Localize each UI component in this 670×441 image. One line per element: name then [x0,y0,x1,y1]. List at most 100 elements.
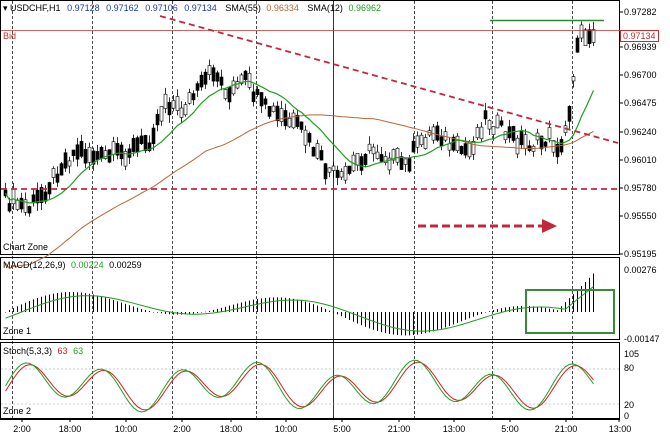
macd-bar [253,299,254,312]
bar-body [515,137,520,155]
chart-zone-label: Chart Zone [3,242,49,252]
macd-bar [49,294,50,312]
bar-body [151,127,156,145]
bar-body [123,151,128,167]
stoch-label: Stoch(5,3,3) [3,346,53,356]
bar-body [303,129,308,146]
bar-body [587,29,592,44]
price-axis-label: 0.95195 [624,249,657,259]
macd-bar [229,305,230,312]
stoch-main-line [5,359,594,413]
bar-body [251,91,256,103]
bar-body [339,171,344,178]
macd-bar [469,312,470,319]
macd-bar [37,298,38,312]
macd-bar [477,312,478,316]
bar-body [271,105,276,113]
bar-body [23,199,28,213]
macd-bar [57,293,58,312]
bar-body [211,67,216,82]
bar-body [227,87,232,103]
macd-header: MACD(12,26,9) 0.00224 0.00259 [3,260,142,270]
time-axis-label: 5:00 [333,424,351,434]
bar-body [423,137,428,149]
stoch-value-1: 63 [57,346,68,356]
macd-bar [429,312,430,333]
stoch-header: Stoch(5,3,3) 63 63 [3,346,83,356]
stoch-value-2: 63 [73,346,84,356]
bar-body [539,135,544,150]
macd-bar [409,312,410,336]
bar-body [171,100,176,109]
bar-body [243,70,248,80]
bar-body [367,143,372,152]
bar-body [495,114,500,129]
macd-bar [465,312,466,320]
bar-body [259,92,264,107]
macd-bar [169,312,170,315]
stoch-axis-0: 0 [624,411,630,421]
bar-body [335,169,340,178]
macd-bar [45,295,46,312]
macd-bar [497,309,498,312]
bar-body [379,154,384,162]
macd-bar [85,293,86,312]
macd-bar [221,307,222,312]
bar-body [547,127,552,139]
macd-bar [5,312,6,313]
macd-bar [433,312,434,332]
macd-highlight-box [525,289,615,334]
price-axis-label: 0.95550 [624,211,657,221]
zone1-label: Zone 1 [3,326,32,336]
macd-signal-line [5,286,594,332]
macd-bar [289,298,290,312]
bar-body [231,80,236,95]
time-axis-label: 21:00 [554,424,578,434]
bar-body [295,114,300,127]
macd-bar [269,297,270,312]
macd-bar [285,297,286,312]
macd-bar [509,306,510,312]
bar-body [175,96,180,111]
bar-body [343,166,348,181]
symbol-label: USDCHF,H1 [10,3,61,13]
macd-panel[interactable] [0,257,620,340]
macd-bar [333,312,334,313]
stochastic-lines [1,359,619,413]
bar-body [207,65,212,76]
macd-bar [301,300,302,312]
time-axis-label: 13:00 [608,424,632,434]
macd-bar [505,307,506,312]
bar-body [199,74,204,88]
bar-body [451,136,456,151]
bar-body [279,108,284,122]
main-chart-panel[interactable] [0,0,620,255]
macd-bar [217,308,218,312]
macd-bar [501,308,502,312]
macd-axis-bottom: -0.00147 [624,334,660,344]
bar-body [47,182,52,195]
bar-body [139,135,144,144]
macd-bar [93,294,94,312]
bar-body [87,146,92,163]
bar-body [195,83,200,91]
stoch-panel[interactable] [0,342,620,419]
macd-bar [81,292,82,312]
bar-body [95,151,100,160]
chart-header: ▾ USDCHF,H1 0.97128 0.97162 0.97106 0.97… [3,3,381,13]
macd-bar [445,312,446,328]
macd-bar [557,310,558,312]
macd-bar [461,312,462,322]
time-axis-label: 10:00 [114,424,138,434]
bar-body [483,110,488,120]
macd-bar [89,293,90,312]
bar-body [155,113,160,126]
bar-body [287,118,292,128]
stoch-axis-105: 105 [624,349,640,359]
bar-body [371,146,376,155]
bar-body [63,152,68,169]
bar-body [359,156,364,171]
macd-bar [449,312,450,326]
macd-bar [565,302,566,312]
